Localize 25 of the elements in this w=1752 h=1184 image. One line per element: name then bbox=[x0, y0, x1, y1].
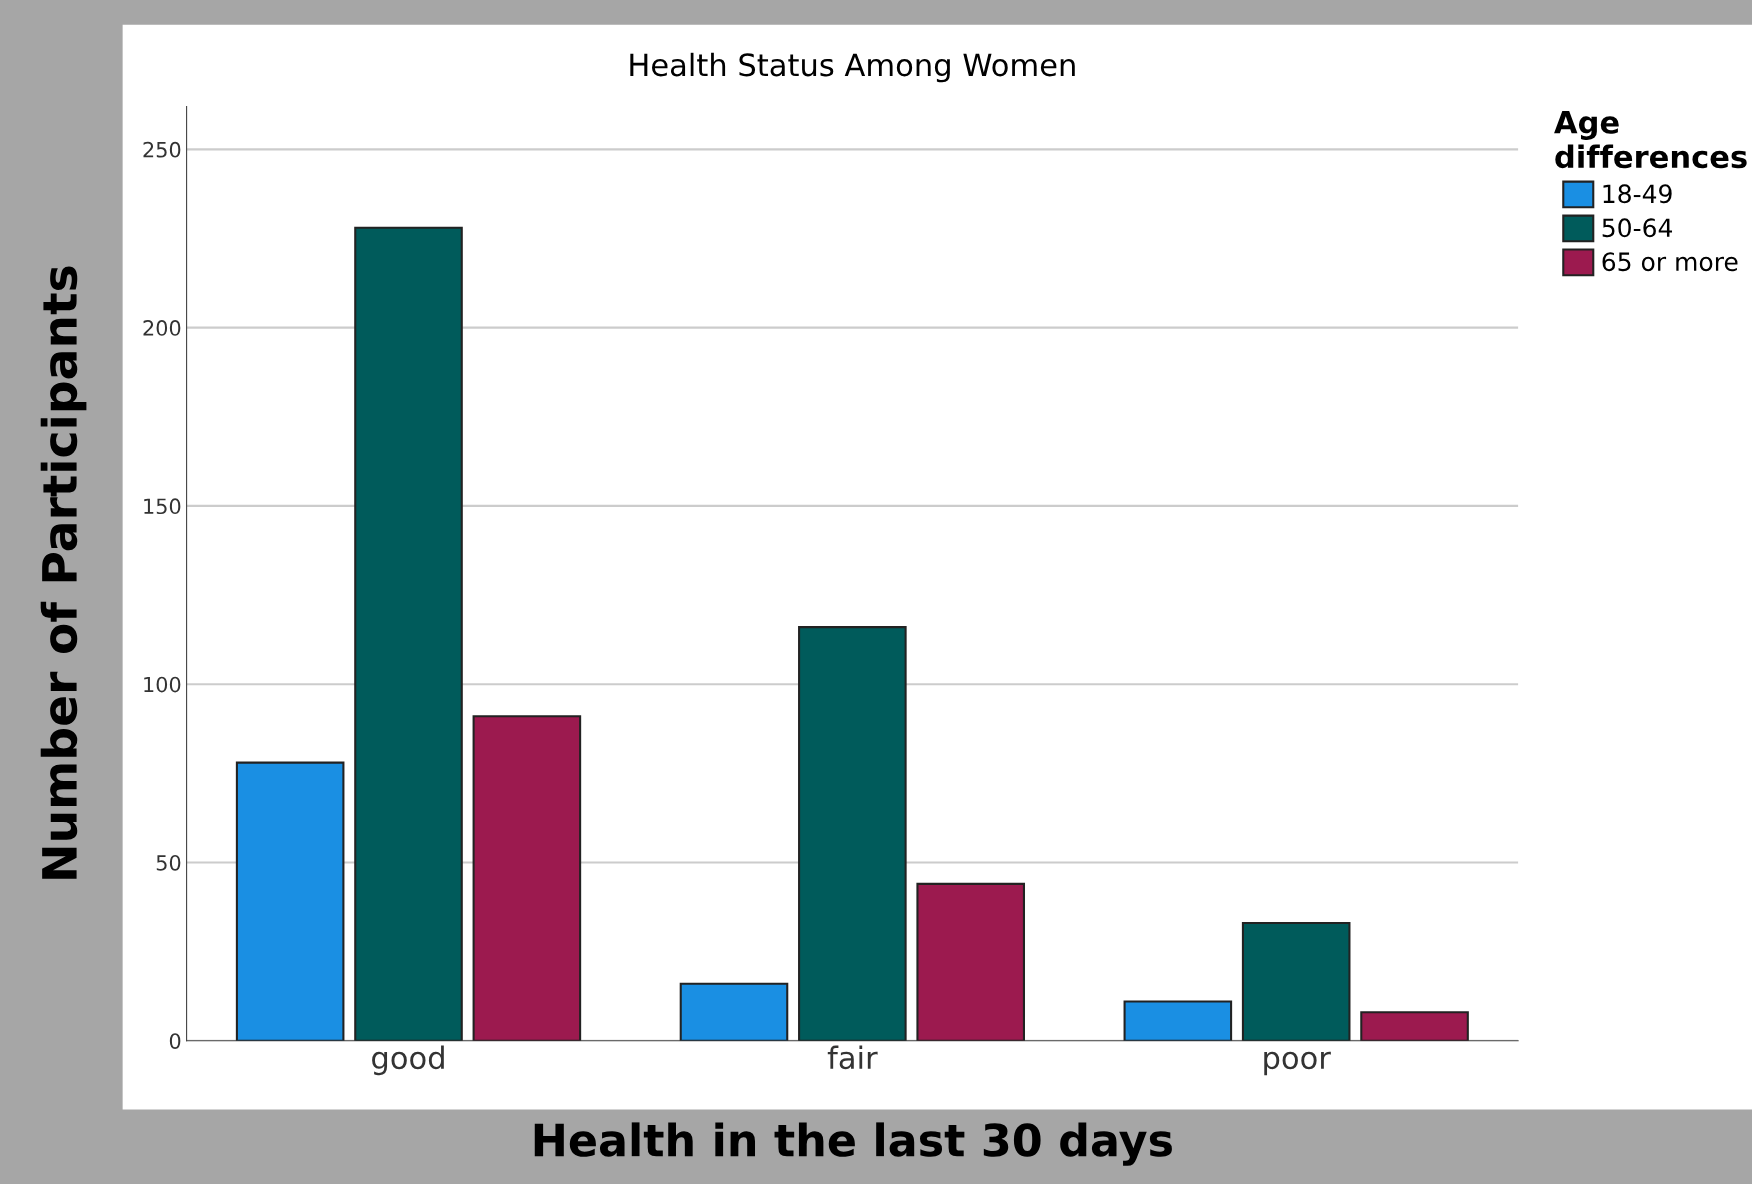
x-axis-title: Health in the last 30 days bbox=[534, 1122, 1172, 1166]
y-tick-label: 100 bbox=[144, 676, 181, 693]
bar bbox=[916, 882, 1026, 1041]
legend-title: Age differences bbox=[1554, 111, 1747, 169]
bar bbox=[354, 226, 463, 1041]
x-tick-label: poor bbox=[1264, 1051, 1331, 1076]
bar bbox=[1123, 1000, 1233, 1041]
bar bbox=[235, 761, 345, 1041]
x-tick-label: good bbox=[372, 1045, 444, 1076]
y-tick-label: 150 bbox=[144, 498, 181, 515]
y-tick-label: 200 bbox=[143, 320, 181, 336]
legend-label: 65 or more bbox=[1602, 252, 1738, 272]
y-tick-label: 50 bbox=[156, 854, 181, 871]
chart-title: Health Status Among Women bbox=[630, 52, 1075, 83]
y-axis-title: Number of Participants bbox=[40, 266, 87, 879]
bar bbox=[679, 982, 789, 1041]
bar bbox=[1360, 1011, 1469, 1041]
bar bbox=[1241, 922, 1351, 1041]
legend-label: 50-64 bbox=[1602, 218, 1673, 238]
bar bbox=[798, 626, 907, 1041]
bar bbox=[472, 715, 582, 1041]
legend-label: 18-49 bbox=[1603, 184, 1672, 204]
y-tick-label: 0 bbox=[169, 1033, 181, 1049]
x-tick-label: fair bbox=[827, 1045, 878, 1070]
y-tick-label: 250 bbox=[143, 141, 181, 158]
